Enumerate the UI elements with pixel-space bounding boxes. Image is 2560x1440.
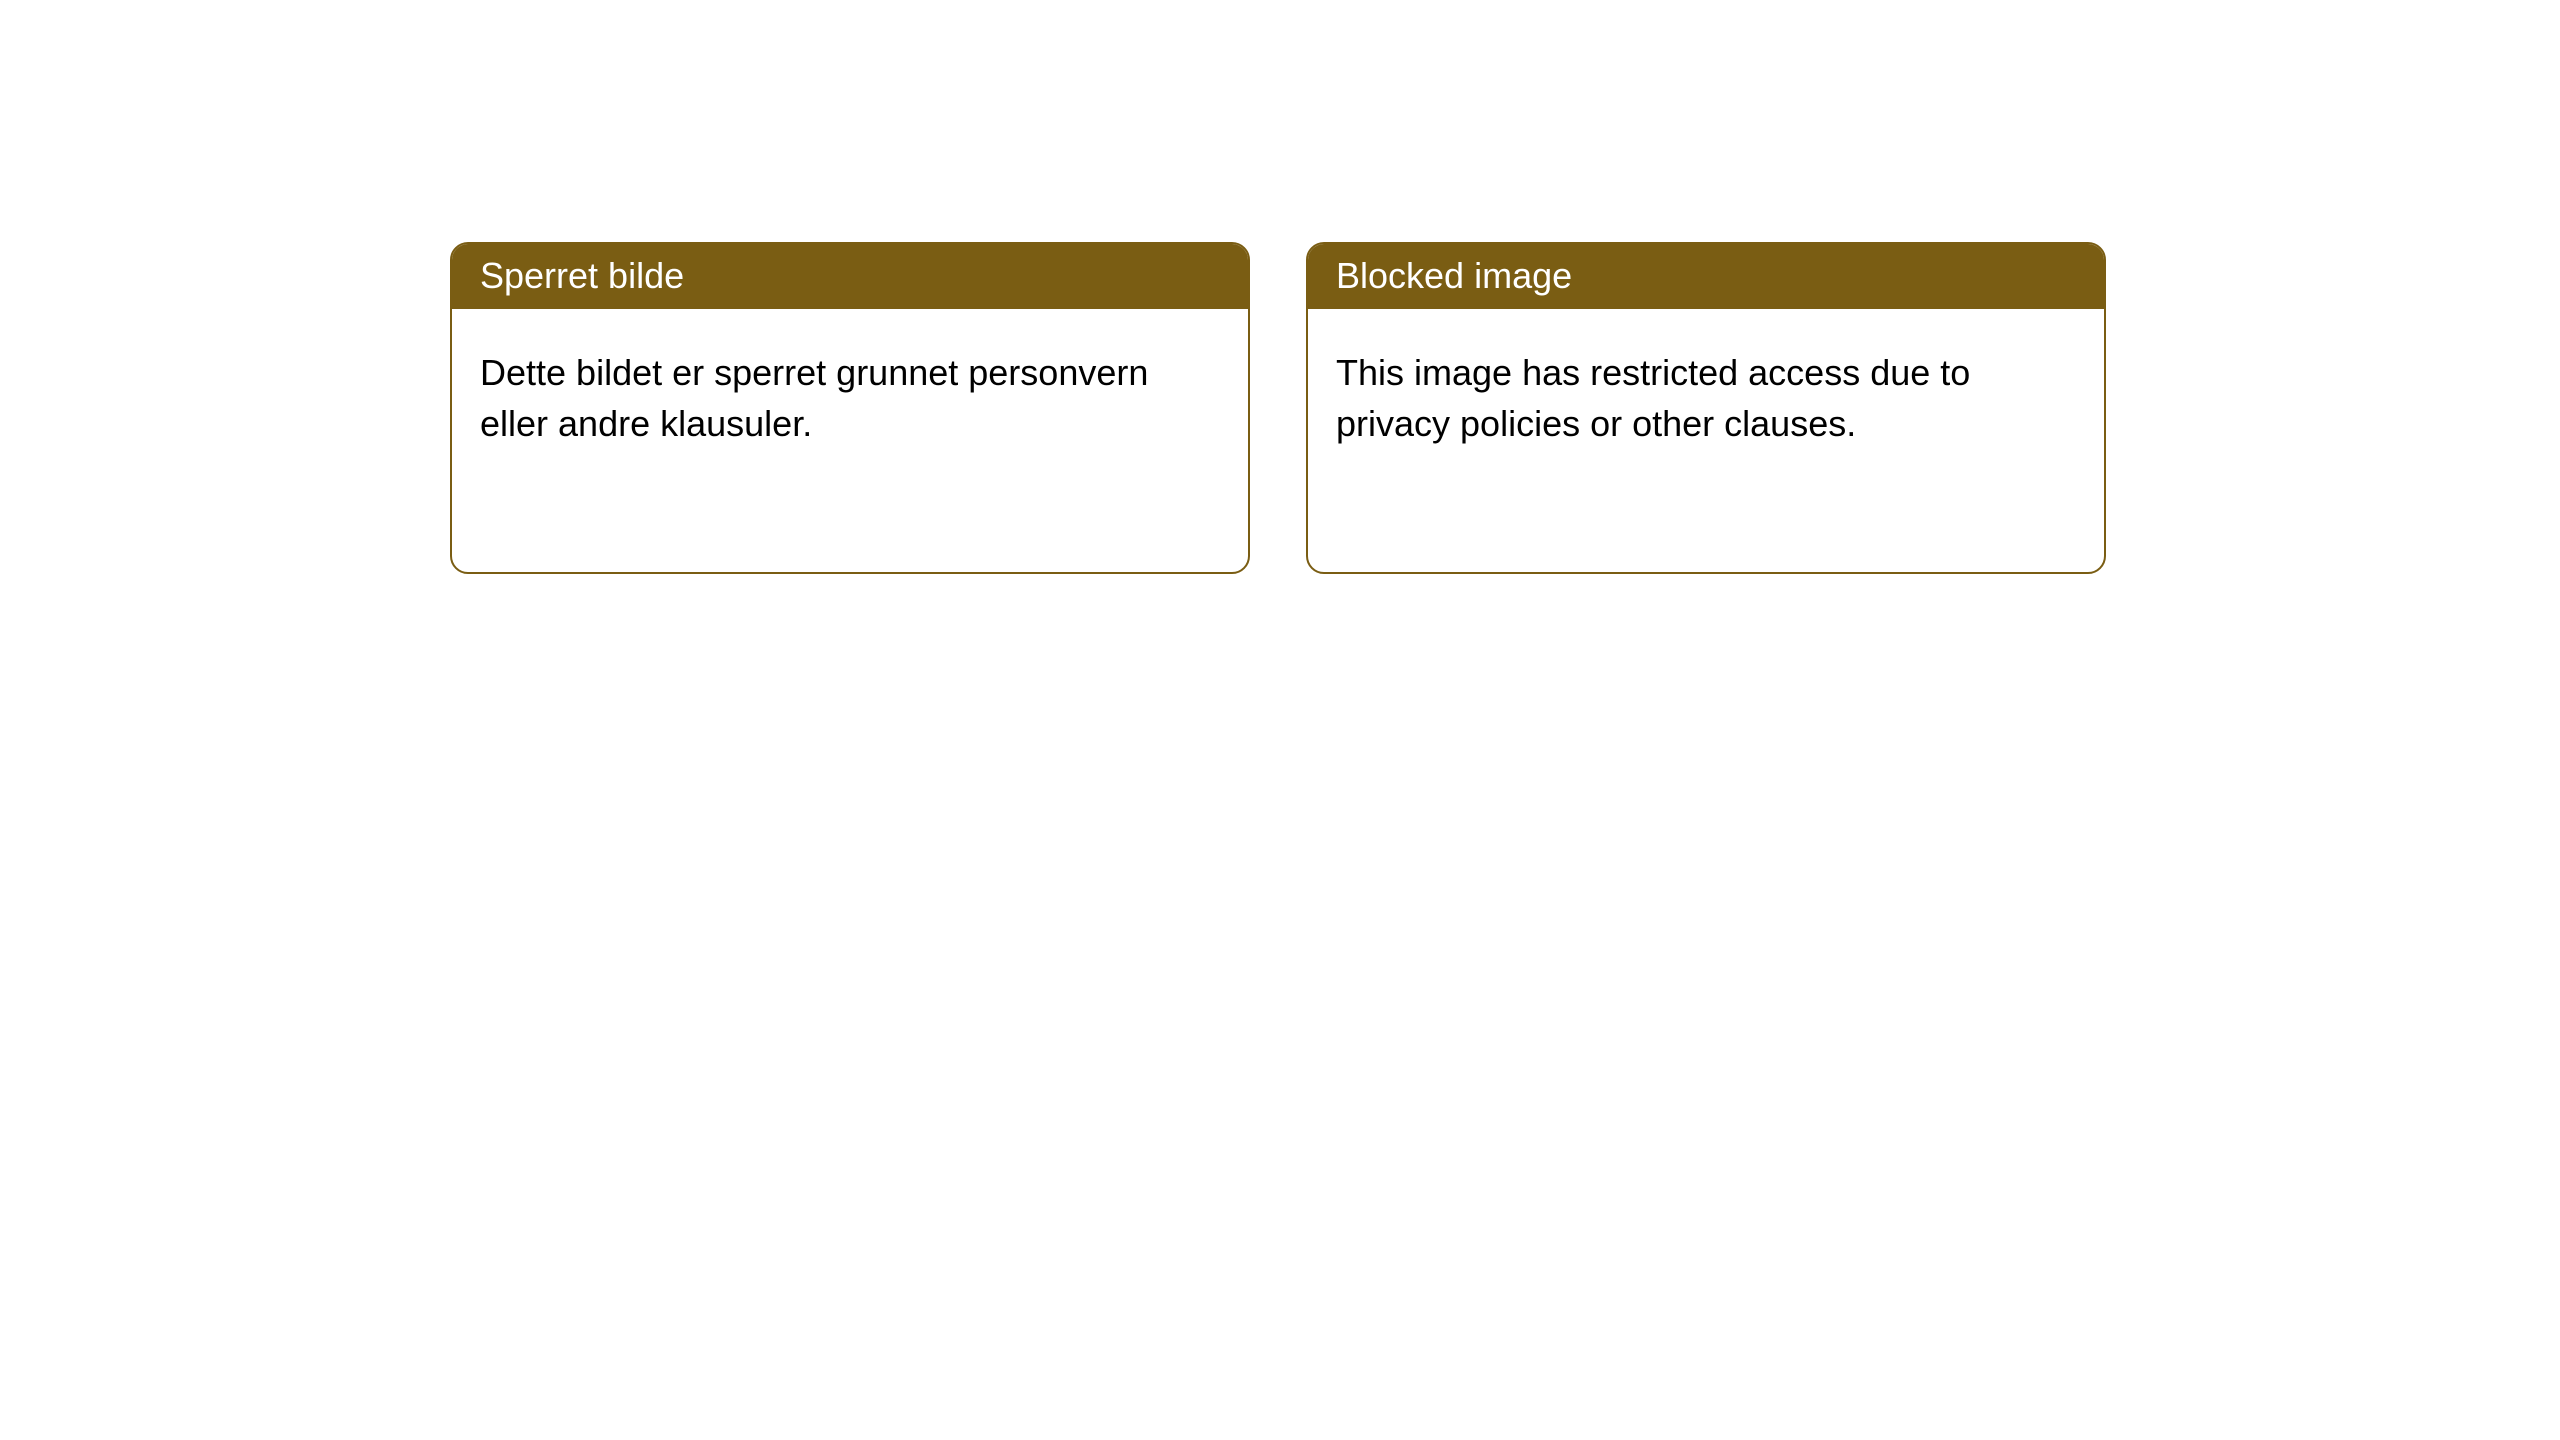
notice-title-en: Blocked image	[1308, 244, 2104, 309]
notice-card-en: Blocked image This image has restricted …	[1306, 242, 2106, 574]
notice-body-no: Dette bildet er sperret grunnet personve…	[452, 309, 1248, 477]
notice-title-no: Sperret bilde	[452, 244, 1248, 309]
notice-container: Sperret bilde Dette bildet er sperret gr…	[0, 0, 2560, 574]
notice-body-en: This image has restricted access due to …	[1308, 309, 2104, 477]
notice-card-no: Sperret bilde Dette bildet er sperret gr…	[450, 242, 1250, 574]
